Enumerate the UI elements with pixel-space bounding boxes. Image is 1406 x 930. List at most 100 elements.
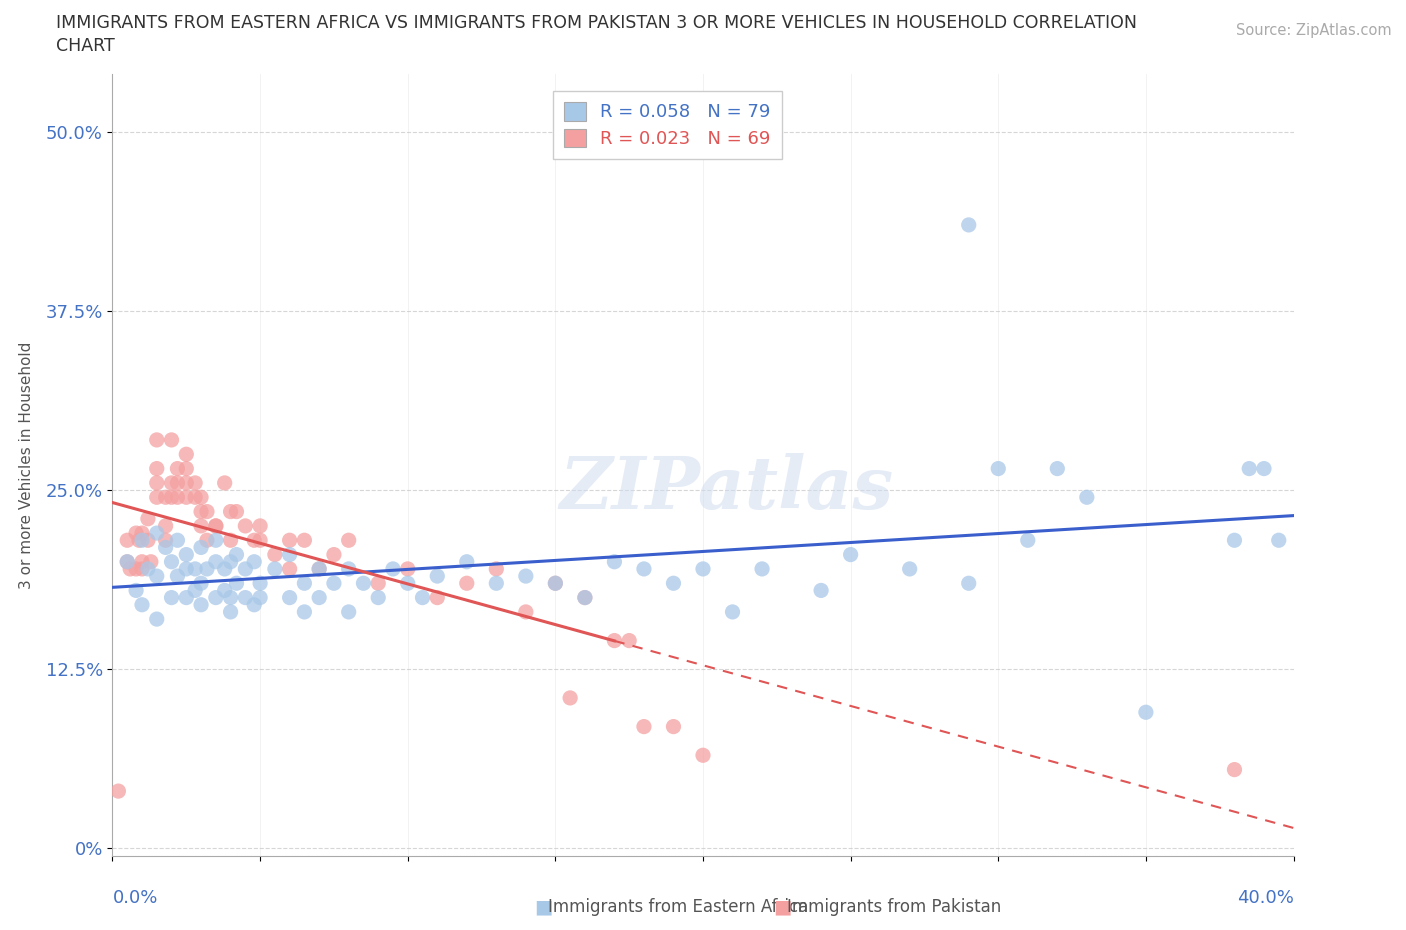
Point (219, 533, 242, 548)
Point (243, 597, 266, 612)
Point (155, 519, 177, 534)
Point (184, 562, 207, 577)
Point (1253, 461, 1275, 476)
Point (987, 461, 1010, 476)
Point (205, 533, 228, 548)
Point (839, 547, 862, 562)
Point (125, 525, 148, 540)
Point (146, 612, 169, 627)
Text: 0.0%: 0.0% (112, 888, 157, 907)
Point (1135, 705, 1157, 720)
Point (233, 519, 256, 534)
Point (662, 719, 685, 734)
Point (184, 490, 207, 505)
Point (308, 591, 330, 605)
Point (125, 562, 148, 577)
Point (139, 554, 162, 569)
Point (205, 519, 228, 534)
Point (456, 576, 478, 591)
Point (292, 533, 315, 548)
Point (249, 519, 271, 534)
Point (485, 562, 508, 577)
Point (160, 554, 183, 569)
Point (146, 432, 169, 447)
Point (603, 554, 626, 569)
Point (1268, 533, 1291, 548)
Text: 40.0%: 40.0% (1237, 888, 1294, 907)
Point (292, 576, 315, 591)
Point (233, 591, 256, 605)
Point (308, 562, 330, 577)
Point (190, 597, 212, 612)
Point (205, 591, 228, 605)
Point (146, 525, 169, 540)
Point (160, 432, 183, 447)
Point (195, 562, 218, 577)
Legend: R = 0.058   N = 79, R = 0.023   N = 69: R = 0.058 N = 79, R = 0.023 N = 69 (554, 91, 782, 159)
Point (131, 554, 153, 569)
Point (160, 475, 183, 490)
Point (155, 540, 177, 555)
Text: Immigrants from Eastern Africa: Immigrants from Eastern Africa (548, 897, 808, 916)
Point (957, 218, 980, 232)
Point (382, 562, 405, 577)
Point (633, 719, 655, 734)
Point (190, 576, 212, 591)
Point (692, 562, 714, 577)
Point (190, 540, 212, 555)
Point (225, 576, 247, 591)
Text: Immigrants from Pakistan: Immigrants from Pakistan (787, 897, 1001, 916)
Point (243, 533, 266, 548)
Point (558, 690, 582, 705)
Point (190, 504, 212, 519)
Point (574, 591, 596, 605)
Point (692, 748, 714, 763)
Point (1017, 533, 1039, 548)
Point (243, 554, 266, 569)
Point (136, 512, 159, 526)
Point (205, 554, 228, 569)
Point (485, 576, 508, 591)
Point (136, 533, 159, 548)
Y-axis label: 3 or more Vehicles in Household: 3 or more Vehicles in Household (20, 341, 34, 589)
Point (225, 547, 247, 562)
Point (352, 576, 374, 591)
Point (337, 562, 360, 577)
Point (898, 562, 921, 577)
Point (278, 547, 301, 562)
Point (249, 576, 271, 591)
Point (166, 568, 188, 583)
Point (131, 525, 153, 540)
Text: IMMIGRANTS FROM EASTERN AFRICA VS IMMIGRANTS FROM PAKISTAN 3 OR MORE VEHICLES IN: IMMIGRANTS FROM EASTERN AFRICA VS IMMIGR… (56, 14, 1137, 32)
Point (367, 576, 389, 591)
Point (128, 533, 150, 548)
Point (174, 461, 197, 476)
Point (174, 490, 197, 505)
Text: CHART: CHART (56, 37, 115, 55)
Point (146, 461, 169, 476)
Point (619, 633, 641, 648)
Point (515, 604, 537, 619)
Point (751, 562, 773, 577)
Point (1046, 461, 1069, 476)
Point (323, 547, 346, 562)
Point (337, 533, 360, 548)
Point (1076, 490, 1098, 505)
Point (426, 568, 449, 583)
Point (120, 562, 142, 577)
Point (1223, 763, 1246, 777)
Point (396, 576, 419, 591)
Point (396, 562, 419, 577)
Point (117, 554, 138, 569)
Point (146, 490, 169, 505)
Point (323, 576, 346, 591)
Point (125, 583, 148, 598)
Point (131, 597, 153, 612)
Point (957, 576, 980, 591)
Point (131, 562, 153, 577)
Point (174, 591, 197, 605)
Point (603, 633, 626, 648)
Point (515, 568, 537, 583)
Point (195, 533, 218, 548)
Point (131, 533, 153, 548)
